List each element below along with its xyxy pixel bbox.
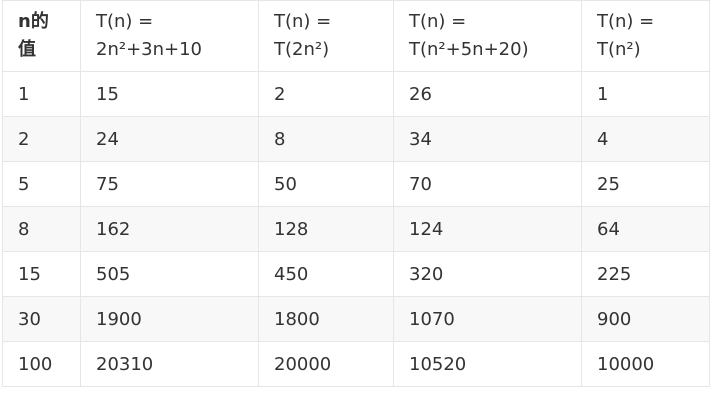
complexity-table: n的 值 T(n) = 2n²+3n+10 T(n) = T(2n²) T(n)… [2, 0, 710, 387]
table-cell: 75 [80, 161, 259, 207]
table-row: 2 24 8 34 4 [2, 116, 710, 162]
table-cell: 15 [80, 71, 259, 117]
table-cell: 2 [2, 116, 81, 162]
table-cell: 25 [581, 161, 710, 207]
table-cell: 1800 [258, 296, 394, 342]
table-cell: 15 [2, 251, 81, 297]
table-row: 100 20310 20000 10520 10000 [2, 341, 710, 387]
table-cell: 162 [80, 206, 259, 252]
header-formula-a: T(n) = 2n²+3n+10 [80, 0, 259, 72]
table-cell: 8 [258, 116, 394, 162]
table-cell: 30 [2, 296, 81, 342]
header-line: n的 [18, 11, 49, 32]
header-row: n的 值 T(n) = 2n²+3n+10 T(n) = T(2n²) T(n)… [2, 0, 710, 72]
table-cell: 20310 [80, 341, 259, 387]
header-formula-d: T(n) = T(n²) [581, 0, 710, 72]
table-header: n的 值 T(n) = 2n²+3n+10 T(n) = T(2n²) T(n)… [2, 0, 710, 72]
table-cell: 64 [581, 206, 710, 252]
table-cell: 4 [581, 116, 710, 162]
table-cell: 900 [581, 296, 710, 342]
header-line: T(n) = [96, 11, 154, 32]
table-row: 30 1900 1800 1070 900 [2, 296, 710, 342]
table-cell: 70 [393, 161, 582, 207]
header-line: T(2n²) [274, 39, 330, 60]
table-cell: 128 [258, 206, 394, 252]
table-cell: 505 [80, 251, 259, 297]
header-line: T(n²+5n+20) [409, 39, 529, 60]
table-body: 1 15 2 26 1 2 24 8 34 4 5 75 50 70 25 [2, 71, 710, 387]
table-row: 8 162 128 124 64 [2, 206, 710, 252]
header-line: T(n) = [409, 11, 467, 32]
table-cell: 8 [2, 206, 81, 252]
header-line: T(n) = [274, 11, 332, 32]
table-cell: 1 [581, 71, 710, 117]
table-row: 5 75 50 70 25 [2, 161, 710, 207]
table-cell: 100 [2, 341, 81, 387]
table-cell: 24 [80, 116, 259, 162]
header-formula-b: T(n) = T(2n²) [258, 0, 394, 72]
table-cell: 225 [581, 251, 710, 297]
table-cell: 10520 [393, 341, 582, 387]
table-cell: 5 [2, 161, 81, 207]
table-cell: 34 [393, 116, 582, 162]
table-cell: 1900 [80, 296, 259, 342]
header-formula-c: T(n) = T(n²+5n+20) [393, 0, 582, 72]
table-cell: 1 [2, 71, 81, 117]
header-n-value: n的 值 [2, 0, 81, 72]
header-line: T(n) = [597, 11, 655, 32]
table-cell: 20000 [258, 341, 394, 387]
table-row: 15 505 450 320 225 [2, 251, 710, 297]
header-line: 2n²+3n+10 [96, 39, 203, 60]
table-cell: 124 [393, 206, 582, 252]
header-line: 值 [18, 39, 36, 60]
table-cell: 320 [393, 251, 582, 297]
table-row: 1 15 2 26 1 [2, 71, 710, 117]
table-cell: 10000 [581, 341, 710, 387]
table-cell: 2 [258, 71, 394, 117]
table-cell: 1070 [393, 296, 582, 342]
table-cell: 450 [258, 251, 394, 297]
header-line: T(n²) [597, 39, 641, 60]
table-cell: 50 [258, 161, 394, 207]
table-cell: 26 [393, 71, 582, 117]
